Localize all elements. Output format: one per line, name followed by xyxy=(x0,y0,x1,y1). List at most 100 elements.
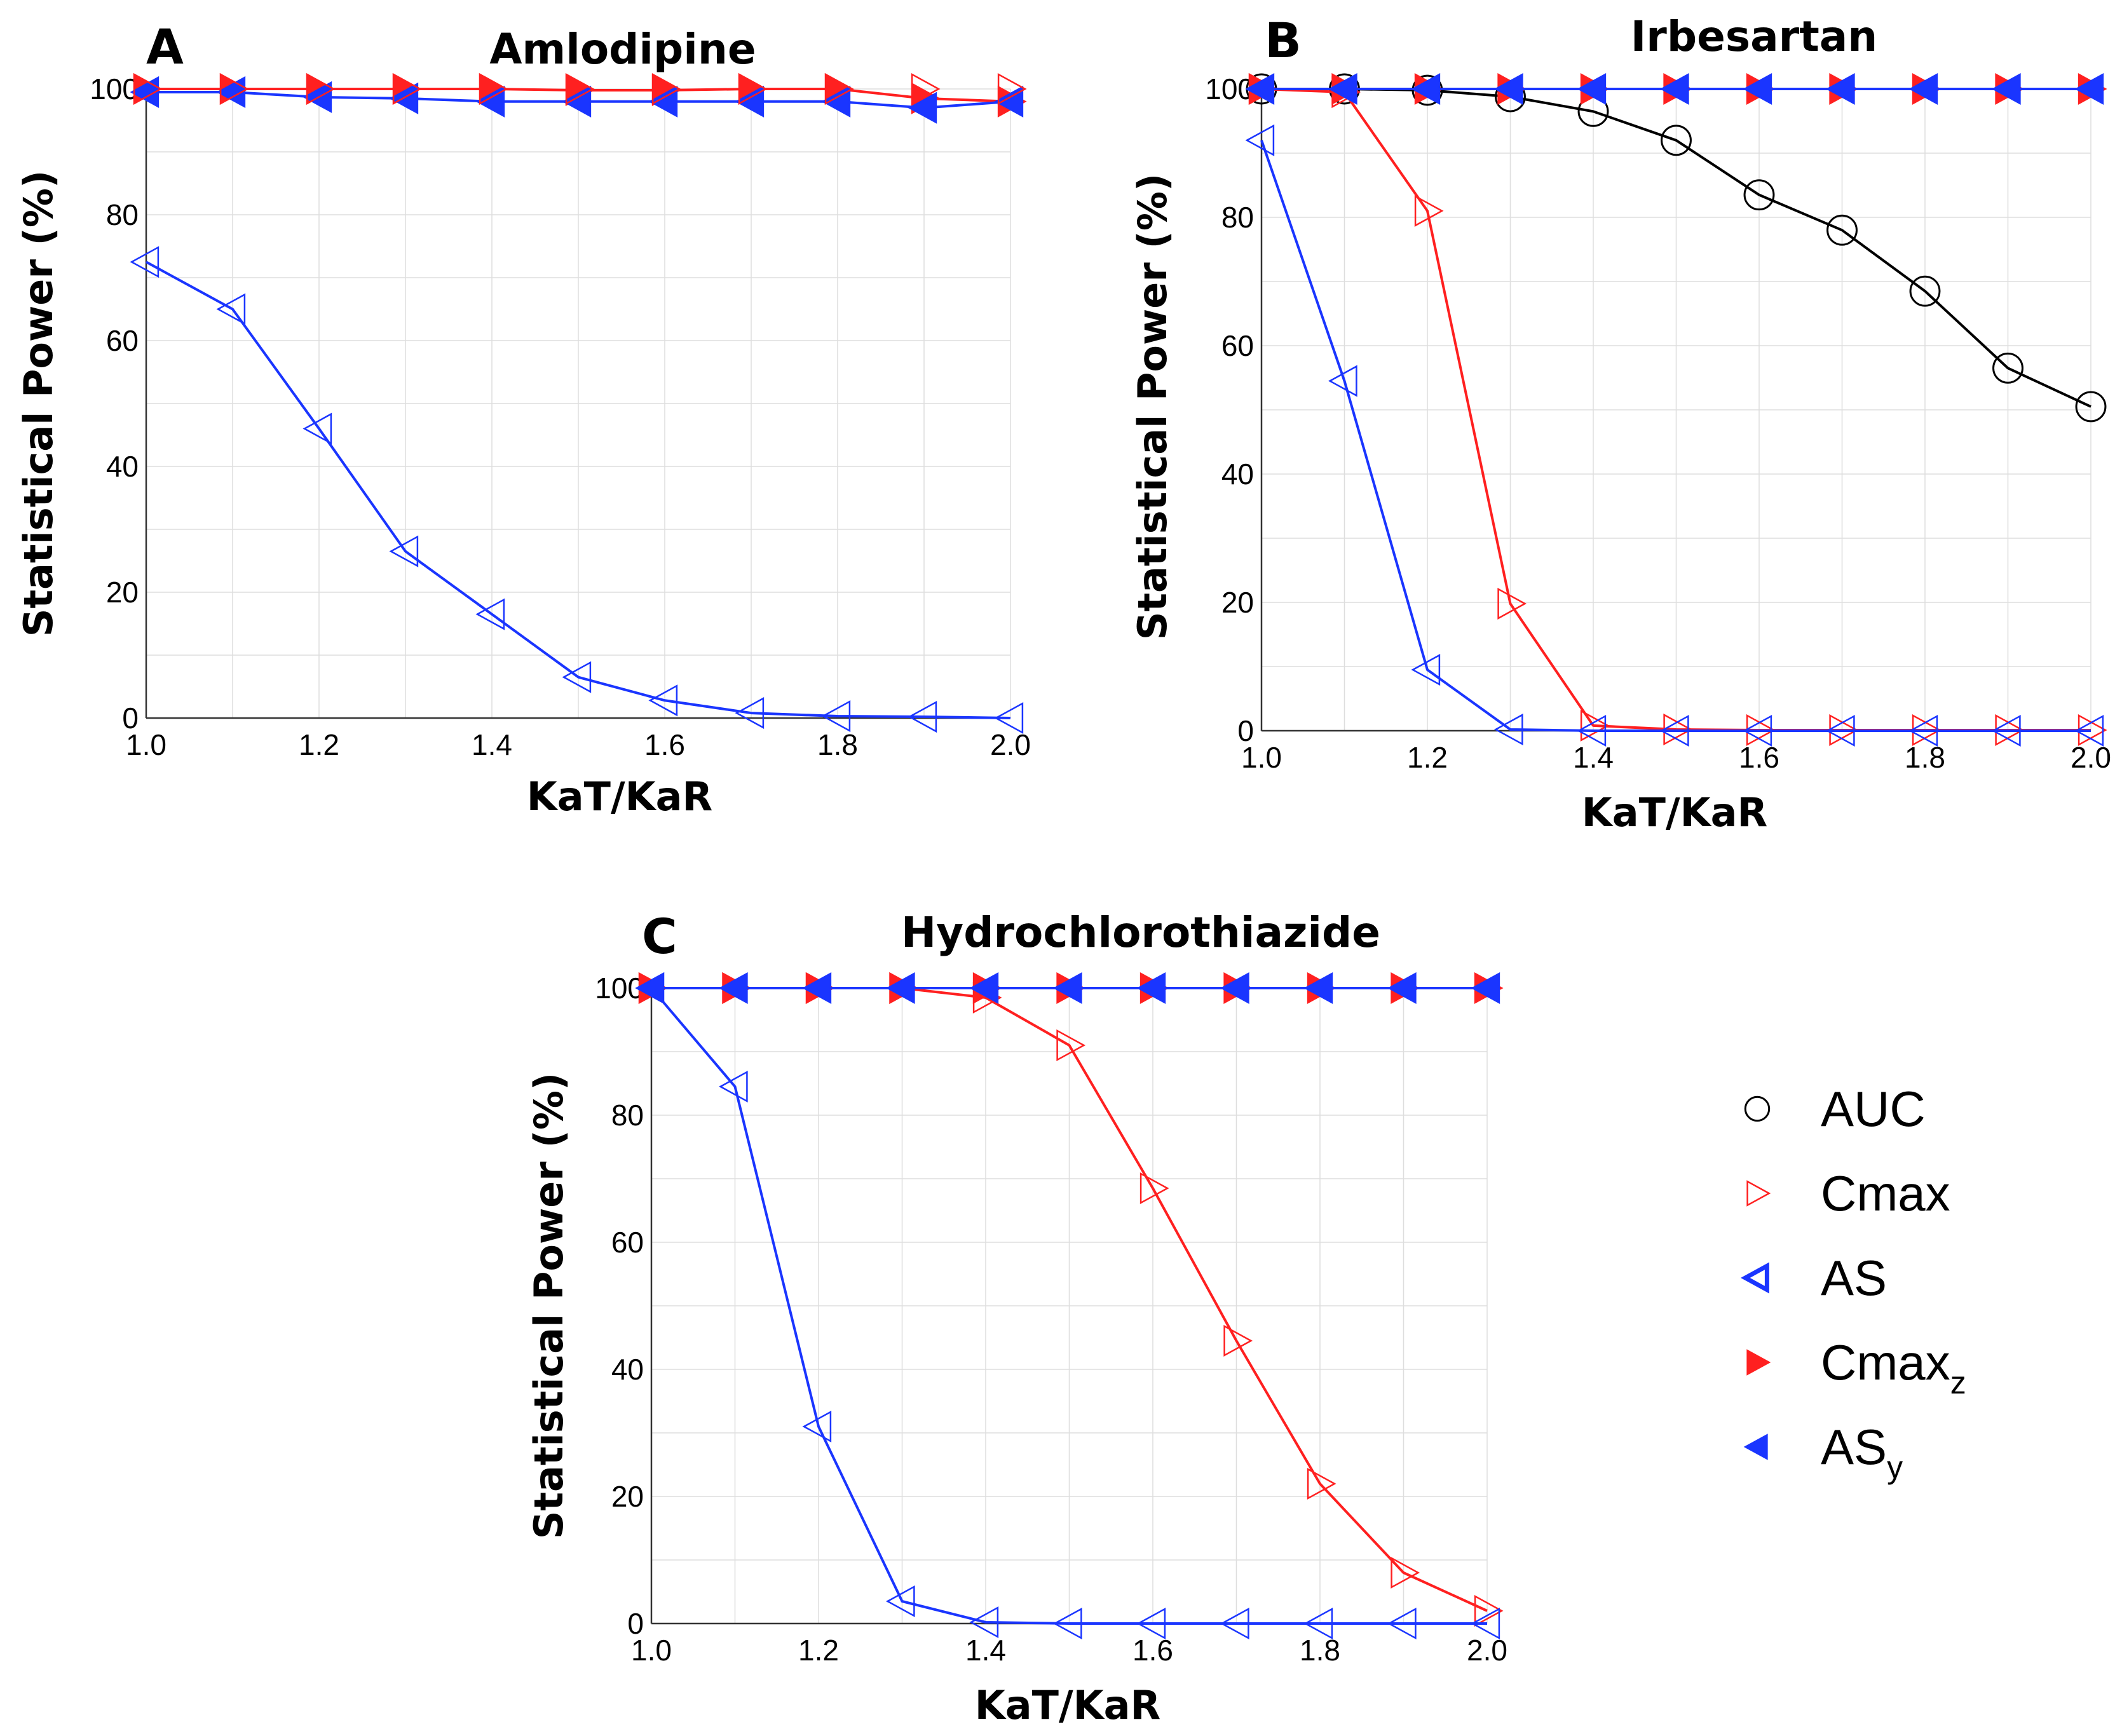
x-tick-label: 1.2 xyxy=(798,1634,839,1667)
data-point xyxy=(908,92,937,124)
data-point xyxy=(565,72,595,105)
panel-title: Hydrochlorothiazide xyxy=(901,908,1380,957)
data-point xyxy=(1743,714,1772,747)
data-point xyxy=(562,661,592,693)
data-point xyxy=(130,246,160,278)
legend-label: Cmaxz xyxy=(1821,1334,1966,1400)
data-point xyxy=(389,535,419,567)
y-axis-label: Statistical Power (%) xyxy=(15,170,62,637)
data-point xyxy=(1136,972,1166,1005)
data-point xyxy=(1474,1594,1504,1627)
data-point xyxy=(1387,1607,1417,1640)
series-line xyxy=(146,261,1011,719)
data-point xyxy=(1411,653,1441,686)
data-point xyxy=(1471,1607,1500,1640)
data-point xyxy=(1411,74,1443,106)
y-tick-label: 40 xyxy=(1221,458,1254,491)
x-axis-label: KaT/KaR xyxy=(527,773,712,820)
y-tick-label: 0 xyxy=(1237,714,1254,747)
data-point xyxy=(219,72,249,105)
legend-item-auc: AUC xyxy=(1744,1081,1926,1137)
legend-label: ASy xyxy=(1821,1419,1903,1485)
y-tick-label: 0 xyxy=(627,1607,644,1640)
x-tick-label: 2.0 xyxy=(990,728,1031,761)
series-as xyxy=(1245,124,2104,747)
legend-marker xyxy=(1746,1180,1771,1207)
data-point xyxy=(1991,72,2021,105)
legend-marker xyxy=(1744,1095,1771,1122)
x-tick-label: 1.4 xyxy=(472,728,512,761)
data-point xyxy=(994,702,1024,735)
data-point xyxy=(802,972,832,1005)
y-tick-label: 20 xyxy=(1221,586,1254,619)
data-point xyxy=(1136,1607,1166,1640)
x-tick-label: 1.6 xyxy=(1132,1634,1173,1667)
data-point xyxy=(735,697,765,729)
data-point xyxy=(1223,1324,1253,1357)
data-point xyxy=(1825,714,1855,747)
data-point xyxy=(1411,72,1441,105)
data-point xyxy=(1391,1556,1420,1589)
series-as-y xyxy=(635,972,1500,1005)
data-point xyxy=(1743,179,1775,211)
data-point xyxy=(1052,1607,1082,1640)
x-tick-label: 1.4 xyxy=(1573,741,1614,774)
data-point xyxy=(1659,72,1689,105)
data-point xyxy=(1493,72,1523,105)
data-point xyxy=(1908,72,1938,105)
y-axis-label: Statistical Power (%) xyxy=(1129,173,1176,641)
data-point xyxy=(1493,713,1523,746)
data-point xyxy=(718,972,748,1005)
x-tick-label: 2.0 xyxy=(1467,1634,1507,1667)
y-tick-label: 60 xyxy=(1221,329,1254,362)
legend-item-as: AS xyxy=(1741,1250,1887,1306)
data-point xyxy=(1577,72,1607,105)
data-point xyxy=(1908,714,1938,747)
x-tick-label: 1.0 xyxy=(126,728,167,761)
data-point xyxy=(969,1606,999,1639)
series-line xyxy=(650,987,1487,1625)
data-point xyxy=(1577,714,1607,747)
data-point xyxy=(885,1585,915,1618)
data-point xyxy=(1139,1172,1169,1205)
data-point xyxy=(1307,1467,1336,1500)
data-point xyxy=(908,700,937,733)
data-point xyxy=(1245,124,1275,156)
x-tick-label: 1.6 xyxy=(644,728,685,761)
data-point xyxy=(1328,365,1357,397)
legend-marker xyxy=(1743,1434,1768,1460)
data-point xyxy=(648,684,678,717)
panel-letter: C xyxy=(642,908,677,965)
panel-title: Irbesartan xyxy=(1631,12,1878,61)
data-point xyxy=(303,412,332,445)
data-point xyxy=(306,72,336,105)
legend-item-cmax: Cmax xyxy=(1746,1165,1950,1221)
x-tick-label: 2.0 xyxy=(2071,741,2111,774)
data-point xyxy=(2074,714,2104,747)
x-tick-label: 1.6 xyxy=(1739,741,1779,774)
y-tick-label: 100 xyxy=(90,72,139,105)
series-as xyxy=(635,972,1500,1640)
series-as xyxy=(130,246,1024,735)
data-point xyxy=(1303,972,1333,1005)
data-point xyxy=(1471,972,1500,1005)
data-point xyxy=(1992,352,2023,384)
y-tick-label: 60 xyxy=(106,324,139,357)
data-point xyxy=(1303,1607,1333,1640)
data-point xyxy=(1825,72,1855,105)
data-point xyxy=(130,76,160,109)
data-point xyxy=(216,293,246,325)
y-tick-label: 80 xyxy=(1221,201,1254,234)
x-tick-label: 1.8 xyxy=(817,728,858,761)
data-point xyxy=(2075,391,2107,423)
y-tick-label: 20 xyxy=(106,576,139,609)
x-axis-label: KaT/KaR xyxy=(975,1682,1160,1728)
data-point xyxy=(1991,714,2021,747)
data-point xyxy=(635,972,665,1005)
data-point xyxy=(1387,972,1417,1005)
data-point xyxy=(1743,72,1772,105)
data-point xyxy=(1826,214,1858,246)
legend-label: AS xyxy=(1821,1250,1887,1306)
